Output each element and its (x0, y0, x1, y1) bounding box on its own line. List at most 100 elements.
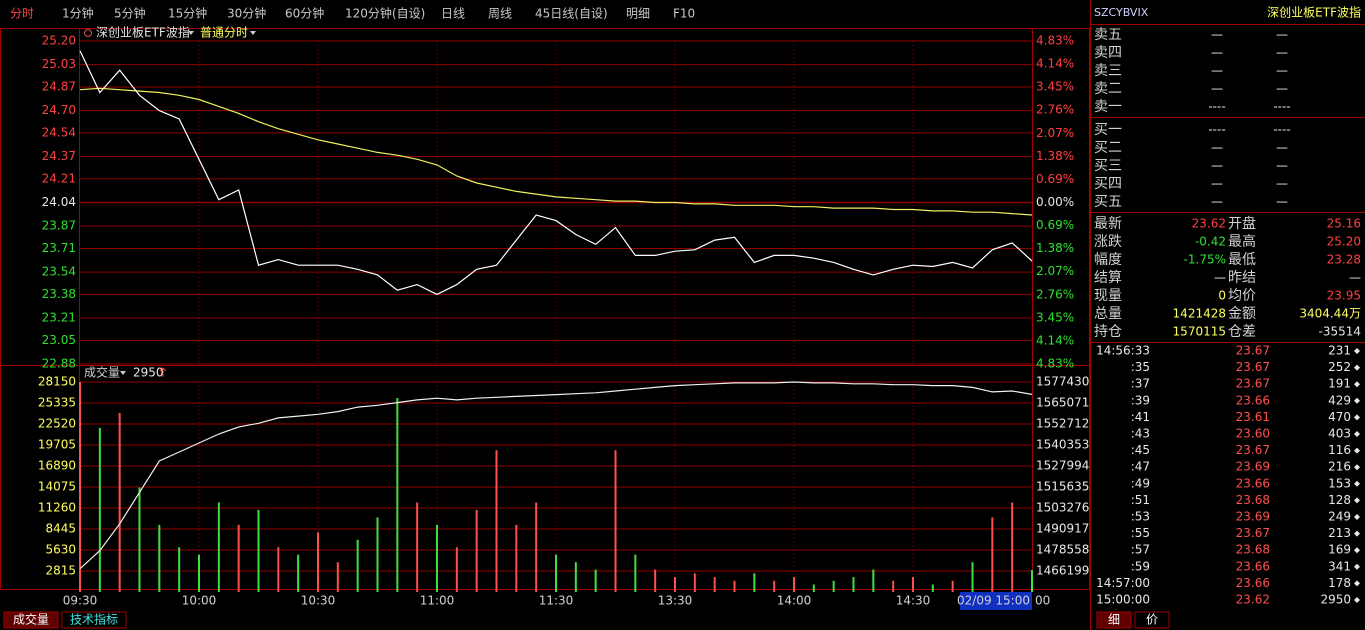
toolbar-tab[interactable]: 60分钟 (285, 6, 324, 21)
tick-time: :51 (1131, 493, 1150, 507)
volume-bar (753, 573, 756, 592)
tick-marker (1354, 464, 1360, 471)
average-price-line (79, 87, 1033, 216)
toolbar-tab[interactable]: 1分钟 (62, 6, 94, 21)
book-label: 卖五 (1094, 27, 1122, 43)
toolbar-tab[interactable]: 120分钟(自设) (345, 6, 425, 21)
toolbar-tab[interactable]: 15分钟 (168, 6, 207, 21)
tick-time: 14:57:00 (1096, 576, 1150, 590)
tick-marker (1354, 414, 1360, 421)
volume-bar (892, 580, 895, 592)
y2-tick-label: 4.83% (1036, 357, 1074, 371)
tab[interactable] (3, 611, 59, 629)
stat-label: 昨结 (1228, 270, 1256, 286)
tick-time: :45 (1131, 443, 1150, 457)
tab-label[interactable]: 价 (1146, 613, 1158, 627)
y-tick-label: 25.03 (42, 57, 76, 71)
volume-bar (852, 577, 855, 592)
stat-value: -0.42 (1195, 235, 1226, 249)
y2-tick-label: 1577430 (1036, 375, 1089, 389)
stat-value: 23.95 (1327, 289, 1361, 303)
volume-bar (812, 584, 815, 592)
tick-marker (1354, 397, 1360, 404)
stat-label: 涨跌 (1094, 234, 1122, 250)
dropdown-icon[interactable] (120, 371, 126, 375)
volume-bar (79, 382, 81, 592)
volume-bar (416, 502, 419, 592)
volume-bar (832, 580, 835, 592)
volume-bar (436, 524, 438, 592)
toolbar-tab[interactable]: F10 (673, 7, 695, 21)
volume-bar (317, 532, 319, 592)
tick-volume: 128 (1328, 493, 1351, 507)
stat-value: -35514 (1318, 325, 1361, 339)
dropdown-icon[interactable] (188, 31, 194, 35)
tab-label[interactable]: 技术指标 (70, 612, 118, 627)
tab-label[interactable]: 成交量 (13, 612, 49, 627)
tab[interactable] (1134, 611, 1170, 629)
toolbar-tab[interactable]: 45日线(自设) (535, 7, 608, 21)
x-tick-label: 02/09 15:00 (957, 594, 1030, 608)
volume-bar (634, 554, 637, 592)
tick-volume: 213 (1328, 526, 1351, 540)
volume-bar (217, 502, 220, 592)
y-tick-label: 24.87 (42, 79, 76, 93)
book-label: 卖二 (1094, 81, 1122, 97)
volume-bar (98, 427, 101, 592)
volume-bar (336, 562, 339, 592)
stat-value: 1570115 (1173, 325, 1226, 339)
y2-tick-label: 1490917 (1036, 522, 1089, 536)
tick-time: :59 (1131, 559, 1150, 573)
toolbar-tab[interactable]: 5分钟 (114, 6, 146, 21)
book-volume: ---- (1273, 123, 1290, 137)
volume-bar (178, 547, 181, 592)
volume-bar (118, 412, 121, 592)
y2-tick-label: 1.38% (1036, 241, 1074, 255)
toolbar-tab[interactable]: 日线 (441, 7, 465, 21)
tick-marker (1354, 480, 1360, 487)
y2-tick-label: 2.76% (1036, 103, 1074, 117)
y-tick-label: 28150 (38, 375, 76, 389)
tick-volume: 116 (1328, 443, 1351, 457)
y-tick-label: 23.54 (42, 265, 76, 279)
dropdown-icon[interactable] (250, 31, 256, 35)
tick-price: 23.66 (1236, 393, 1270, 407)
volume-bar (793, 577, 795, 592)
tick-marker (1354, 597, 1360, 603)
volume-bar (495, 450, 498, 592)
toolbar-tab[interactable]: 分时 (10, 7, 34, 21)
tab[interactable] (1096, 611, 1132, 629)
y2-tick-label: 2.07% (1036, 126, 1074, 140)
volume-bar (674, 577, 676, 592)
y-tick-label: 23.71 (42, 241, 76, 255)
y-tick-label: 24.54 (42, 125, 76, 139)
book-volume: — (1276, 141, 1288, 155)
volume-bar (396, 398, 399, 592)
y-tick-label: 23.38 (42, 287, 76, 301)
tick-time: :37 (1131, 377, 1150, 391)
volume-bar (376, 517, 379, 592)
tab-label[interactable]: 细 (1108, 613, 1120, 627)
y-tick-label: 25.20 (42, 34, 76, 48)
toolbar-tab[interactable]: 周线 (488, 7, 512, 21)
x-tick-label: 14:30 (896, 594, 931, 608)
tick-time: :55 (1131, 526, 1150, 540)
tick-volume: 341 (1328, 559, 1351, 573)
y-tick-label: 24.70 (42, 103, 76, 117)
toolbar-tab[interactable]: 30分钟 (227, 6, 266, 21)
up-arrow (159, 367, 167, 377)
y2-tick-label: 1565071 (1036, 396, 1089, 410)
volume-bar (971, 562, 974, 592)
y-tick-label: 24.04 (42, 195, 76, 209)
x-tick-label: 09:30 (63, 594, 98, 608)
volume-bar (614, 450, 617, 592)
x-tick-label: 10:00 (182, 594, 217, 608)
tick-marker (1354, 431, 1360, 437)
stat-value: 3404.44万 (1299, 307, 1361, 321)
tab[interactable] (61, 611, 127, 629)
chart-mode[interactable]: 普通分时 (200, 26, 248, 40)
time-highlight (960, 592, 1032, 610)
toolbar-tab[interactable]: 明细 (626, 7, 650, 21)
tick-price: 23.66 (1236, 576, 1270, 590)
